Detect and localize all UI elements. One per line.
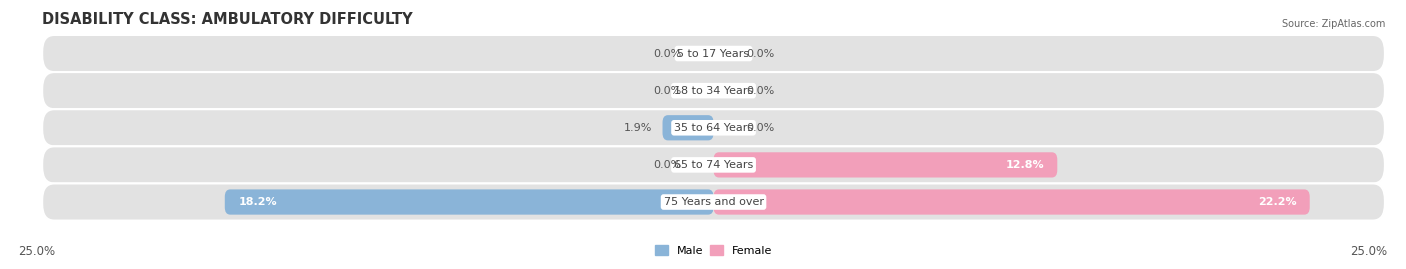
FancyBboxPatch shape [713,152,1057,178]
Text: 1.9%: 1.9% [623,123,652,133]
FancyBboxPatch shape [42,109,1385,146]
Text: 0.0%: 0.0% [652,48,682,59]
Text: 18 to 34 Years: 18 to 34 Years [673,86,754,96]
FancyBboxPatch shape [42,35,1385,72]
Text: Source: ZipAtlas.com: Source: ZipAtlas.com [1281,19,1385,29]
Text: 12.8%: 12.8% [1005,160,1043,170]
Text: DISABILITY CLASS: AMBULATORY DIFFICULTY: DISABILITY CLASS: AMBULATORY DIFFICULTY [42,12,413,27]
Text: 0.0%: 0.0% [745,86,775,96]
Text: 65 to 74 Years: 65 to 74 Years [673,160,754,170]
Text: 25.0%: 25.0% [1351,245,1388,258]
FancyBboxPatch shape [42,72,1385,109]
Text: 35 to 64 Years: 35 to 64 Years [673,123,754,133]
Legend: Male, Female: Male, Female [655,245,772,256]
FancyBboxPatch shape [42,146,1385,183]
Text: 0.0%: 0.0% [745,48,775,59]
Text: 18.2%: 18.2% [238,197,277,207]
Text: 22.2%: 22.2% [1257,197,1296,207]
FancyBboxPatch shape [713,189,1310,215]
FancyBboxPatch shape [225,189,713,215]
Text: 0.0%: 0.0% [745,123,775,133]
FancyBboxPatch shape [662,115,713,140]
FancyBboxPatch shape [42,183,1385,221]
Text: 0.0%: 0.0% [652,160,682,170]
Text: 5 to 17 Years: 5 to 17 Years [678,48,749,59]
Text: 25.0%: 25.0% [18,245,55,258]
Text: 0.0%: 0.0% [652,86,682,96]
Text: 75 Years and over: 75 Years and over [664,197,763,207]
